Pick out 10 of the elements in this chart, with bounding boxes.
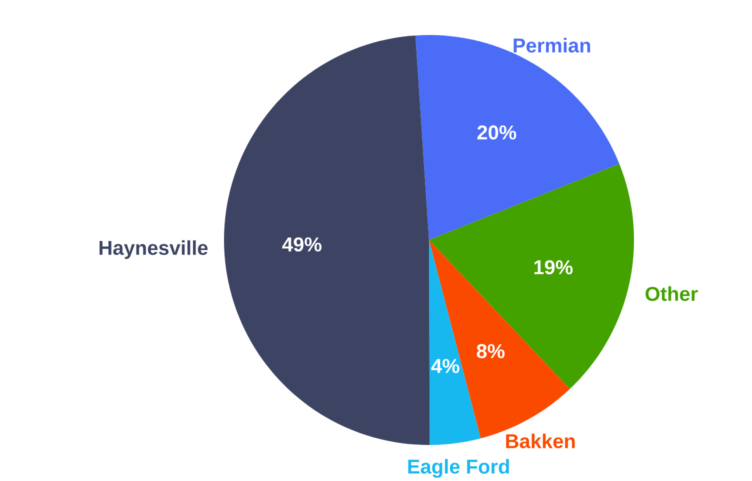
data-label: 19% (534, 260, 573, 274)
slice-label: Haynesville (100, 240, 208, 259)
data-label: 8% (476, 344, 505, 358)
slice-label: Other (646, 286, 698, 301)
slice-label: Permian (514, 38, 590, 53)
slice-label: Bakken (506, 434, 575, 448)
data-label: 49% (282, 237, 322, 252)
data-label: 4% (431, 358, 460, 374)
data-label: 20% (477, 125, 516, 140)
slice-label: Eagle Ford (408, 458, 509, 478)
